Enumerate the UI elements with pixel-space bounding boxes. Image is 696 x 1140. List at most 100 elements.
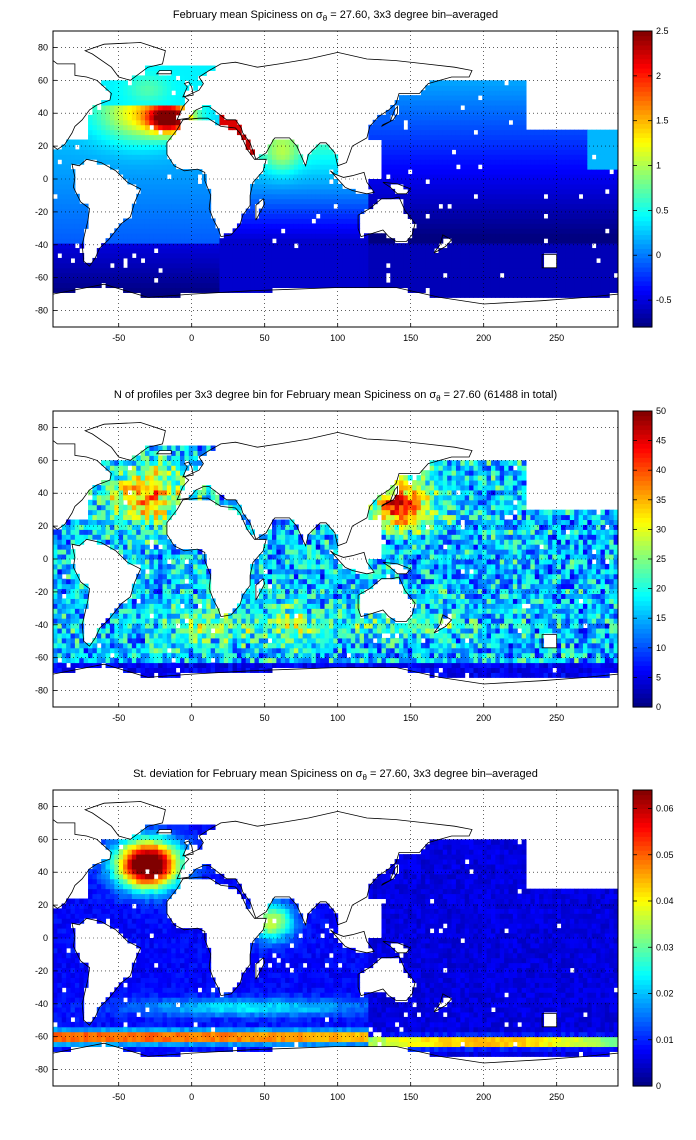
heatmap-cell [127,524,133,530]
heatmap-cell [153,183,159,190]
heatmap-cell [158,80,163,86]
heatmap-cell [552,179,558,185]
heatmap-cell [346,243,352,249]
heatmap-cell [74,149,80,155]
heatmap-cell [530,262,536,269]
heatmap-cell [451,238,457,244]
heatmap-cell [407,124,413,131]
heatmap-cell [153,85,159,91]
heatmap-cell [197,203,203,210]
heatmap-cell [447,248,453,254]
heatmap-cell [153,662,159,669]
heatmap-cell [144,504,150,511]
heatmap-cell [333,179,339,185]
heatmap-cell [171,208,177,215]
heatmap-cell [193,213,199,219]
heatmap-cell [127,277,133,284]
heatmap-cell [460,134,466,141]
heatmap-cell [600,193,606,200]
heatmap-cell [109,139,115,145]
heatmap-cell [438,169,444,175]
heatmap-cell [193,272,199,279]
heatmap-cell [578,203,584,210]
heatmap-cell [215,257,220,264]
heatmap-cell [508,272,514,279]
colorbar-step [633,35,652,41]
heatmap-cell [534,248,540,254]
heatmap-cell [197,70,203,76]
heatmap-cell [70,238,76,244]
heatmap-cell [320,233,326,239]
heatmap-cell [429,203,435,210]
heatmap-cell [149,90,155,96]
heatmap-cell [547,238,553,244]
heatmap-cell [131,494,137,501]
heatmap-cell [153,243,159,249]
heatmap-cell [512,114,518,121]
heatmap-cell [342,203,347,210]
heatmap-cell [495,154,501,160]
heatmap-cell [184,213,190,219]
heatmap-cell [101,144,107,150]
heatmap-cell [79,598,85,604]
heatmap-cell [201,208,207,215]
heatmap-cell [144,257,150,264]
heatmap-cell [591,188,597,195]
heatmap-cell [144,672,150,678]
heatmap-cell [482,149,488,155]
heatmap-cell [412,257,418,264]
heatmap-cell [158,223,163,229]
heatmap-cell [302,248,308,254]
heatmap-cell [57,213,63,219]
heatmap-cell [582,193,588,200]
heatmap-cell [241,248,247,254]
heatmap-cell [469,100,474,106]
heatmap-cell [425,262,431,269]
heatmap-cell [556,134,562,141]
heatmap-cell [490,95,496,101]
heatmap-cell [613,253,619,259]
heatmap-cell [512,174,518,180]
heatmap-cell [407,134,413,141]
heatmap-cell [171,253,177,259]
heatmap-cell [57,174,63,180]
heatmap-cell [149,159,155,165]
heatmap-cell [109,233,115,239]
heatmap-cell [136,277,142,284]
heatmap-cell [53,628,58,634]
heatmap-cell [254,198,260,205]
heatmap-cell [114,652,120,659]
heatmap-cell [118,657,124,664]
heatmap-cell [482,238,488,244]
heatmap-cell [556,223,562,229]
heatmap-cell [92,114,98,121]
heatmap-cell [613,282,619,289]
heatmap-cell [127,109,133,116]
heatmap-cell [136,652,142,659]
heatmap-cell [149,642,155,649]
heatmap-cell [315,154,321,160]
heatmap-cell [188,169,194,175]
heatmap-cell [114,489,120,496]
heatmap-cell [228,272,234,279]
colorbar-step [633,239,652,245]
heatmap-cell [399,109,404,116]
heatmap-cell [123,603,128,609]
heatmap-cell [569,213,575,219]
heatmap-cell [197,80,203,86]
heatmap-cell [158,460,163,466]
heatmap-cell [57,613,63,619]
heatmap-cell [438,218,444,224]
heatmap-cell [438,282,444,289]
heatmap-cell [394,100,400,106]
heatmap-cell [70,578,76,585]
heatmap-cell [74,519,80,525]
heatmap-cell [215,287,220,293]
heatmap-cell [346,213,352,219]
heatmap-cell [438,114,444,121]
heatmap-cell [390,105,396,111]
heatmap-cell [193,183,199,190]
heatmap-cell [381,174,387,180]
heatmap-cell [556,154,562,160]
heatmap-cell [613,208,619,215]
